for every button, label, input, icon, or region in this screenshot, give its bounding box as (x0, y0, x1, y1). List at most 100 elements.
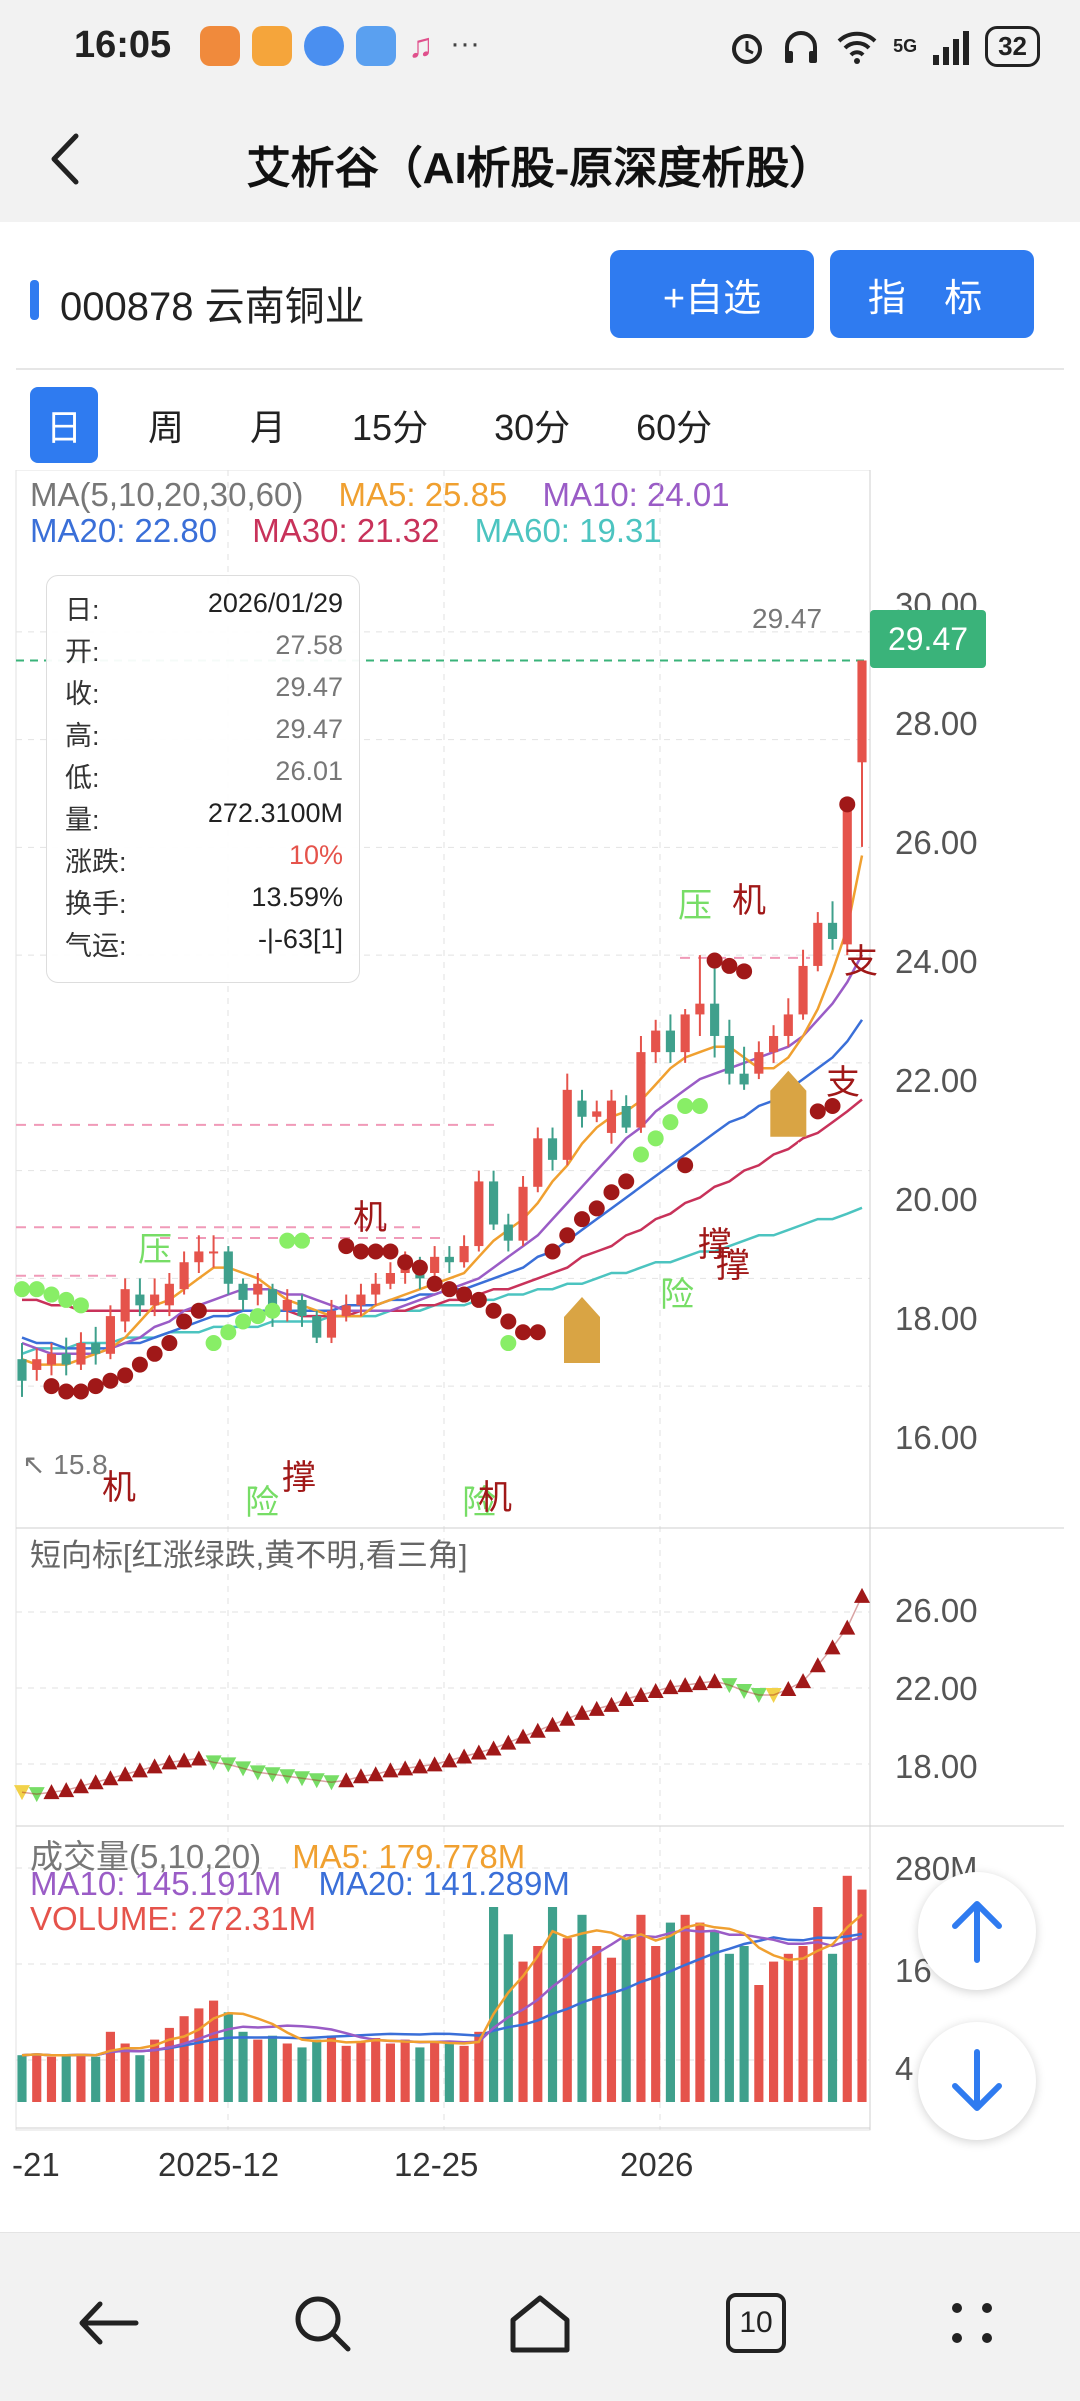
home-button[interactable] (500, 2283, 580, 2363)
tabs-count: 10 (726, 2293, 786, 2353)
tabs-button[interactable]: 10 (716, 2283, 796, 2363)
short-indicator-triangle (72, 1778, 89, 1794)
short-indicator-triangle (367, 1766, 384, 1782)
info-key: 量: (65, 805, 100, 835)
volume-bar (724, 1953, 734, 2102)
short-indicator-line (21, 1595, 863, 1795)
candle-body (105, 1316, 115, 1354)
short-indicator-triangle (441, 1752, 458, 1768)
short-indicator-triangle (500, 1734, 517, 1750)
volume-bar (17, 2055, 27, 2102)
short-indicator-triangle (411, 1758, 428, 1774)
signal-dot-red (839, 796, 856, 813)
signal-dot-red (706, 952, 723, 969)
ma20-value: MA20: 22.80 (30, 512, 218, 549)
info-value: 13.59% (251, 882, 343, 912)
short-indicator-triangle (102, 1770, 119, 1786)
short-indicator-triangle (824, 1639, 841, 1655)
candle-body (76, 1343, 86, 1365)
signal-dot-red (58, 1383, 75, 1400)
home-icon (510, 2295, 570, 2353)
info-key: 日: (65, 595, 100, 625)
info-key: 换手: (65, 889, 127, 919)
volume-legend-row3: VOLUME: 272.31M (30, 1900, 316, 1938)
info-value: 26.01 (275, 756, 343, 786)
short-indicator-triangle (456, 1748, 473, 1764)
volume-ma5-line (21, 1913, 863, 2057)
candles (17, 660, 867, 1397)
signal-label: 支 (826, 1064, 860, 1102)
info-value: 29.47 (275, 714, 343, 744)
candle-body (356, 1294, 366, 1306)
tab-month[interactable]: 月 (250, 407, 287, 448)
signal-label: 撑 (716, 1247, 750, 1285)
back-arrow-icon[interactable] (36, 124, 96, 194)
date-axis-tick: 2025-12 (158, 2146, 280, 2183)
short-indicator-triangle (249, 1765, 266, 1781)
tab-30min[interactable]: 30分 (494, 407, 571, 448)
short-indicator-triangle (485, 1740, 502, 1756)
signal-dot-red (117, 1367, 134, 1384)
candle-body (724, 1035, 734, 1074)
menu-button[interactable] (932, 2283, 1012, 2363)
short-indicator-triangle (780, 1681, 797, 1697)
candle-body (710, 1003, 720, 1036)
short-indicator-triangle (854, 1587, 870, 1603)
volume-bar (371, 2038, 381, 2102)
ma10-value: MA10: 24.01 (542, 476, 730, 513)
headphones-icon (785, 30, 818, 63)
scroll-down-button[interactable] (918, 2022, 1036, 2140)
alarm-icon (732, 33, 763, 64)
search-button[interactable] (282, 2283, 362, 2363)
candle-body (297, 1299, 307, 1317)
browser-back-button[interactable] (68, 2283, 148, 2363)
candle-body (61, 1353, 71, 1365)
candle-body (282, 1299, 292, 1311)
candle-body (606, 1100, 617, 1133)
signal-dot-red (176, 1313, 193, 1330)
volume-bar (444, 2043, 454, 2102)
candle-body (769, 1035, 779, 1053)
candle-body (503, 1224, 513, 1241)
volume-bar (783, 1953, 793, 2102)
signal-dot-red (367, 1243, 384, 1260)
candle-body (267, 1289, 278, 1317)
ma10-line (21, 954, 864, 1356)
signal-dot-green (647, 1130, 664, 1147)
tab-60min[interactable]: 60分 (636, 407, 713, 448)
signal-dot-red (43, 1378, 60, 1395)
volume-bar (459, 2045, 469, 2102)
volume-bar (592, 1946, 602, 2102)
short-indicator-triangle (382, 1762, 399, 1778)
short-indicator-series (14, 1587, 870, 1803)
tab-day[interactable]: 日 (30, 387, 98, 463)
signal-dot-green (235, 1313, 252, 1330)
volume-ma5: MA5: 179.778M (292, 1838, 526, 1875)
signal-dot-green (28, 1281, 45, 1298)
short-indicator-triangle (161, 1754, 178, 1770)
indicator-button[interactable]: 指 标 (830, 250, 1034, 338)
signal-dot-green (205, 1335, 222, 1352)
volume-bar (842, 1875, 852, 2102)
page-title: 艾析谷（AI析股-原深度析股） (246, 144, 834, 193)
signal-dot-red (441, 1281, 458, 1298)
wifi-icon (837, 31, 877, 64)
signal-dot-red (338, 1238, 355, 1255)
add-watchlist-button[interactable]: +自选 (610, 250, 814, 338)
signal-dot-red (574, 1211, 590, 1228)
info-high-row: 高: 29.47 (65, 714, 343, 754)
volume-bar (621, 1938, 631, 2102)
scroll-up-button[interactable] (918, 1872, 1036, 1990)
signal-label: 机 (102, 1469, 136, 1507)
kline-chart[interactable] (0, 470, 1080, 2140)
tab-15min[interactable]: 15分 (352, 407, 429, 448)
info-key: 气运: (65, 931, 127, 961)
signal-dot-red (161, 1335, 178, 1352)
candle-body (474, 1181, 484, 1247)
signal-label: 险 (462, 1484, 496, 1522)
tab-week[interactable]: 周 (148, 407, 185, 448)
info-key: 高: (65, 721, 100, 751)
candle-body (371, 1283, 381, 1295)
signal-dot-red (515, 1324, 532, 1341)
candle-body (592, 1111, 602, 1117)
